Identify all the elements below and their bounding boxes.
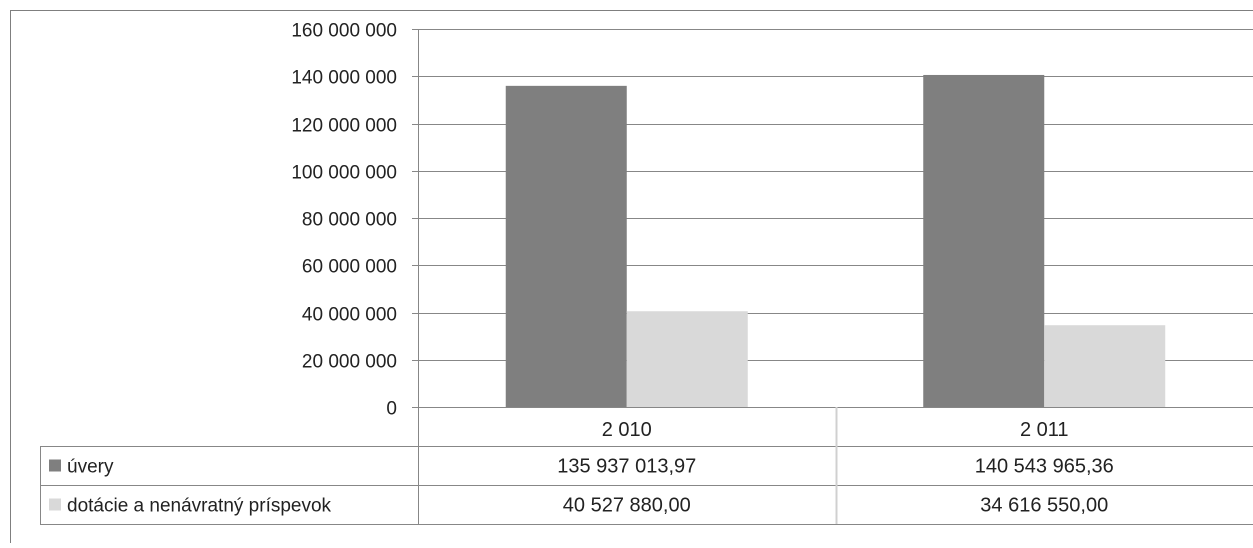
legend-label: dotácie a nenávratný príspevok <box>67 496 332 517</box>
bars <box>505 74 1166 408</box>
bar <box>505 85 627 407</box>
y-tick-label: 160 000 000 <box>291 21 397 42</box>
legend-swatch <box>49 459 61 472</box>
y-tick-label: 100 000 000 <box>291 163 397 184</box>
y-tick-label: 80 000 000 <box>302 210 397 231</box>
data-label: 34 616 550,00 <box>980 495 1108 517</box>
y-tick-label: 60 000 000 <box>302 257 397 278</box>
bar <box>1044 325 1166 407</box>
data-label: 135 937 013,97 <box>557 456 696 478</box>
data-label: 40 527 880,00 <box>563 495 691 517</box>
data-table: 2 010 2 011 úvery 135 937 013,97 140 543 965… <box>40 407 1253 525</box>
x-category-label: 2 010 <box>602 419 652 441</box>
bar <box>626 311 748 407</box>
y-tick-label: 40 000 000 <box>302 305 397 326</box>
y-tick-label: 120 000 000 <box>291 116 397 137</box>
y-tick-label: 20 000 000 <box>302 352 397 373</box>
y-tick-label: 140 000 000 <box>291 68 397 89</box>
bar <box>923 74 1045 408</box>
data-label: 140 543 965,36 <box>975 456 1114 478</box>
legend-swatch <box>49 498 61 511</box>
axes: 0 20 000 000 40 000 000 60 000 000 80 000 00… <box>10 10 1253 543</box>
x-category-label: 2 011 <box>1020 419 1069 441</box>
legend-label: úvery <box>67 457 114 478</box>
y-tick-label: 0 <box>386 399 397 420</box>
